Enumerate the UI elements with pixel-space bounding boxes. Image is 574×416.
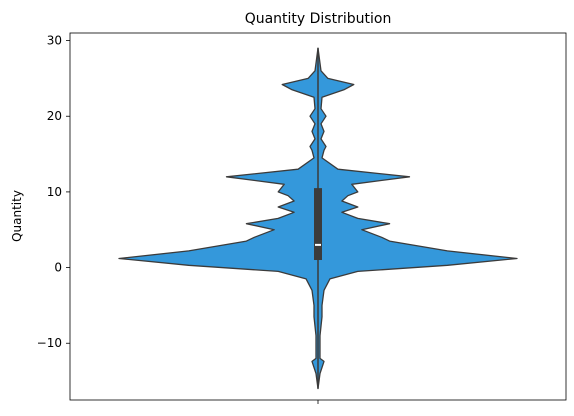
- y-axis: 30 20 10 0 −10: [37, 34, 70, 350]
- y-tick-label: 10: [47, 185, 62, 199]
- violin-layer: [118, 47, 518, 390]
- box-iqr: [314, 188, 322, 261]
- y-tick-label: 20: [47, 109, 62, 123]
- y-axis-label: Quantity: [10, 190, 24, 242]
- y-tick-label: 0: [54, 261, 62, 275]
- y-tick-label: −10: [37, 336, 62, 350]
- y-tick-label: 30: [47, 34, 62, 48]
- chart-title: Quantity Distribution: [245, 11, 392, 27]
